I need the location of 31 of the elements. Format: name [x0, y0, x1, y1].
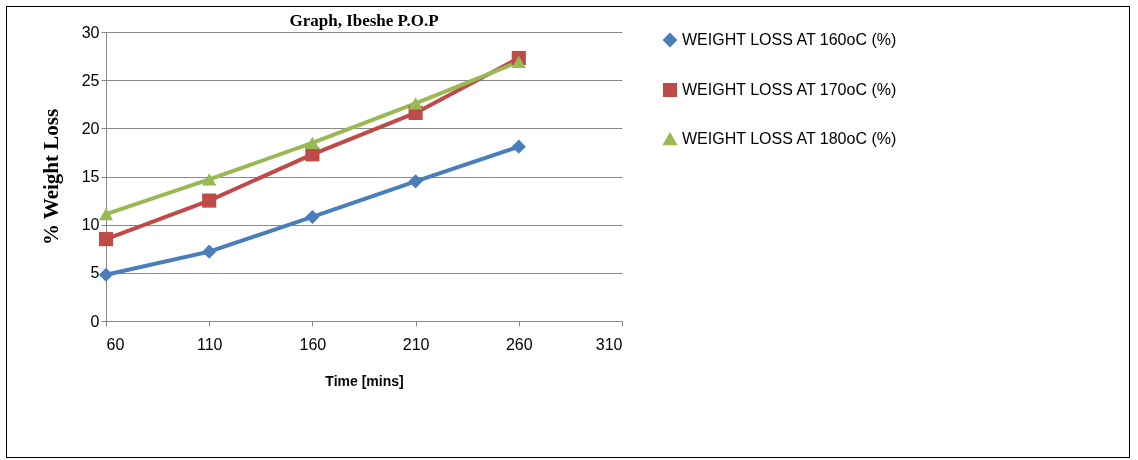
x-tick-label: 210: [402, 335, 430, 353]
point: [305, 136, 320, 149]
x-tick-label: 260: [505, 335, 533, 353]
point: [408, 97, 423, 110]
x-tick-label: 60: [106, 335, 125, 353]
legend-label: WEIGHT LOSS AT 180oC (%): [682, 130, 897, 147]
point: [98, 232, 114, 247]
point: [202, 244, 217, 259]
point: [202, 173, 217, 186]
point: [408, 174, 423, 189]
point: [98, 267, 114, 282]
y-tick-label: 10: [81, 216, 100, 234]
point: [511, 55, 526, 68]
legend-label: WEIGHT LOSS AT 160oC (%): [682, 31, 897, 48]
y-tick-label: 30: [81, 23, 100, 41]
x-tick-label: 160: [299, 335, 327, 353]
x-axis-title: Time [mins]: [325, 372, 404, 389]
y-axis-title: % Weight Loss: [38, 108, 63, 246]
y-tick-label: 5: [90, 264, 100, 282]
point: [305, 209, 320, 225]
x-tick-label: 310: [595, 335, 623, 353]
chart-title: Graph, Ibeshe P.O.P: [289, 11, 439, 30]
legend-label: WEIGHT LOSS AT 170oC (%): [682, 81, 897, 98]
point: [202, 193, 217, 208]
y-tick-label: 15: [81, 168, 100, 185]
point: [511, 139, 526, 154]
point: [98, 207, 114, 221]
y-tick-label: 20: [81, 119, 100, 137]
y-tick-label: 25: [81, 71, 100, 89]
x-tick-label: 110: [196, 335, 223, 353]
y-tick-label: 0: [90, 312, 100, 330]
